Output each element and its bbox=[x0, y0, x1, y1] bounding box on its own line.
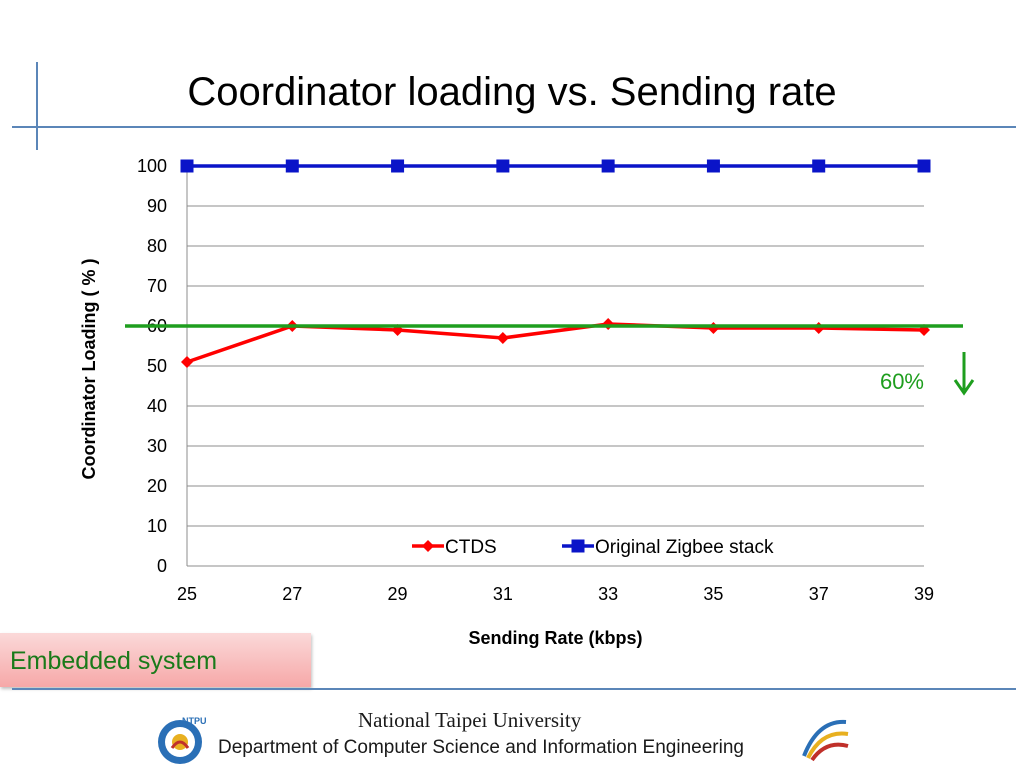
data-point bbox=[180, 159, 194, 173]
data-point bbox=[917, 159, 931, 173]
y-tick-label: 50 bbox=[147, 356, 167, 376]
grid-lines bbox=[187, 165, 924, 527]
legend-item: Original Zigbee stack bbox=[562, 537, 774, 558]
data-point bbox=[812, 322, 825, 334]
x-axis-title: Sending Rate (kbps) bbox=[468, 628, 642, 648]
x-tick-label: 27 bbox=[282, 584, 302, 604]
legend: CTDS Original Zigbee stack bbox=[412, 537, 774, 558]
data-point bbox=[706, 159, 720, 173]
x-tick-label: 29 bbox=[388, 584, 408, 604]
legend-label: CTDS bbox=[445, 537, 497, 558]
x-tick-label: 39 bbox=[914, 584, 934, 604]
x-tick-label: 33 bbox=[598, 584, 618, 604]
series-group bbox=[180, 159, 931, 368]
data-point bbox=[707, 322, 720, 334]
y-tick-label: 100 bbox=[137, 156, 167, 176]
data-point bbox=[285, 159, 299, 173]
y-tick-label: 80 bbox=[147, 236, 167, 256]
y-tick-label: 40 bbox=[147, 396, 167, 416]
down-arrow-icon bbox=[953, 352, 975, 396]
footer-university: National Taipei University bbox=[358, 708, 582, 732]
data-point bbox=[601, 159, 615, 173]
legend-swatch-marker bbox=[571, 539, 585, 553]
y-tick-label: 70 bbox=[147, 276, 167, 296]
logo-text: NTPU bbox=[182, 716, 207, 726]
decorative-vertical-line bbox=[36, 62, 38, 150]
series-original-zigbee-stack bbox=[180, 159, 931, 173]
y-tick-label: 0 bbox=[157, 556, 167, 576]
x-tick-label: 35 bbox=[703, 584, 723, 604]
footer-divider bbox=[12, 688, 1016, 690]
embedded-system-banner: Embedded system bbox=[0, 633, 311, 687]
data-point bbox=[391, 159, 405, 173]
legend-item: CTDS bbox=[412, 537, 497, 558]
data-point bbox=[496, 332, 509, 344]
data-point bbox=[181, 356, 193, 368]
x-tick-label: 31 bbox=[493, 584, 513, 604]
embedded-system-label: Embedded system bbox=[10, 647, 218, 675]
legend-swatch-marker bbox=[422, 540, 434, 552]
legend-label: Original Zigbee stack bbox=[595, 537, 774, 558]
ntpu-logo-icon: NTPU bbox=[158, 716, 207, 764]
title-underline bbox=[12, 126, 1016, 128]
y-tick-label: 90 bbox=[147, 196, 167, 216]
department-emblem-icon bbox=[802, 719, 849, 762]
data-point bbox=[602, 318, 615, 330]
arrow-head bbox=[953, 379, 975, 396]
data-point bbox=[496, 159, 510, 173]
data-point bbox=[812, 159, 826, 173]
x-tick-label: 25 bbox=[177, 584, 197, 604]
y-tick-label: 10 bbox=[147, 516, 167, 536]
reference-line-label: 60% bbox=[880, 369, 924, 394]
x-tick-label: 37 bbox=[809, 584, 829, 604]
y-tick-label: 30 bbox=[147, 436, 167, 456]
y-tick-label: 20 bbox=[147, 476, 167, 496]
footer-department: Department of Computer Science and Infor… bbox=[218, 737, 744, 758]
slide-title: Coordinator loading vs. Sending rate bbox=[187, 70, 837, 114]
reference-line-group: 60% bbox=[125, 324, 975, 396]
y-axis-title: Coordinator Loading ( % ) bbox=[79, 259, 99, 480]
series-line bbox=[186, 322, 925, 364]
